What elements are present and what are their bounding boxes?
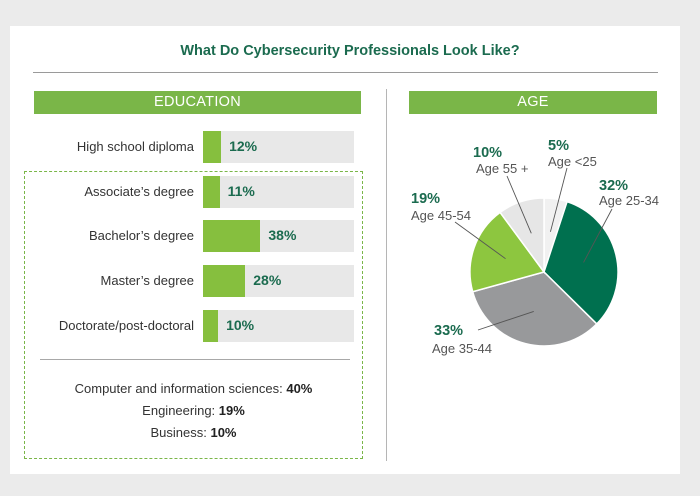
- pie-category-label: Age <25: [548, 154, 597, 169]
- bar-track: [203, 176, 354, 208]
- pie-category-label: Age 55 +: [476, 161, 528, 176]
- field-label: Business:: [150, 425, 211, 440]
- column-divider: [386, 89, 387, 461]
- bar: [203, 220, 261, 252]
- age-header: AGE: [409, 91, 657, 114]
- bar-track: [203, 310, 354, 342]
- bar-value-label: 12%: [229, 138, 258, 154]
- bar: [203, 265, 246, 297]
- field-value: 40%: [286, 381, 313, 396]
- pie-value-label: 32%: [599, 178, 628, 194]
- title-divider: [33, 72, 658, 73]
- pie-leader-line: [583, 208, 613, 263]
- bar-category-label: Master’s degree: [100, 273, 194, 288]
- pie-category-label: Age 35-44: [432, 341, 492, 356]
- bar: [203, 131, 222, 163]
- bar-category-label: Associate’s degree: [84, 184, 194, 199]
- bar-category-label: High school diploma: [76, 139, 194, 154]
- bar: [203, 310, 219, 342]
- bar-value-label: 28%: [253, 272, 282, 288]
- pie-value-label: 33%: [434, 323, 463, 339]
- pie-value-label: 10%: [473, 145, 502, 161]
- field-line-business: Business: 10%: [24, 425, 363, 440]
- pie-slice: [469, 211, 546, 293]
- pie-category-label: Age 25-34: [599, 193, 659, 208]
- pie-slice: [499, 197, 545, 275]
- education-header: EDUCATION: [34, 91, 361, 114]
- field-label: Engineering:: [142, 403, 219, 418]
- field-line-computer-science: Computer and information sciences: 40%: [24, 381, 363, 396]
- pie-value-label: 19%: [411, 191, 440, 207]
- bar-category-label: Doctorate/post-doctoral: [58, 318, 194, 333]
- pie-leader-line: [506, 175, 532, 234]
- bar-track: [203, 131, 354, 163]
- pie-leader-line: [454, 221, 506, 260]
- field-label: Computer and information sciences:: [74, 381, 287, 396]
- fields-divider: [40, 359, 350, 360]
- bar-value-label: 10%: [226, 317, 255, 333]
- bar-value-label: 38%: [268, 227, 297, 243]
- bar: [203, 176, 220, 208]
- bar-category-label: Bachelor’s degree: [88, 228, 194, 243]
- bar-value-label: 11%: [227, 183, 255, 199]
- higher-education-group: [24, 171, 363, 459]
- field-value: 19%: [218, 403, 245, 418]
- pie-category-label: Age 45-54: [411, 208, 471, 223]
- field-line-engineering: Engineering: 19%: [24, 403, 363, 418]
- pie-value-label: 5%: [548, 138, 569, 154]
- pie-leader-line: [549, 167, 568, 232]
- pie-leader-line: [477, 310, 534, 331]
- page-title: What Do Cybersecurity Professionals Look…: [180, 43, 520, 59]
- pie-slice: [471, 271, 598, 347]
- field-value: 10%: [210, 425, 237, 440]
